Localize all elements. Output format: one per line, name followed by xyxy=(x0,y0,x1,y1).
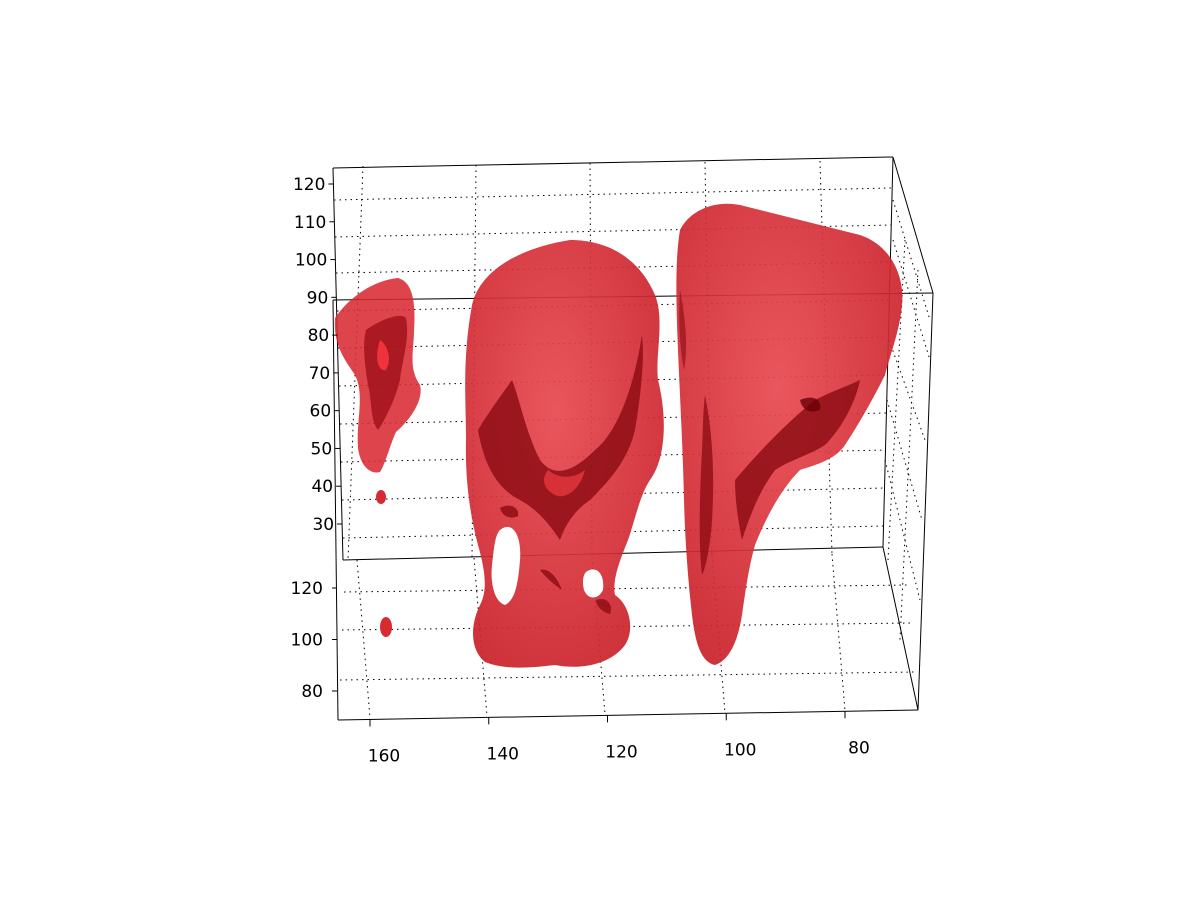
x-tick-label: 100 xyxy=(724,740,756,760)
z-axis: 30 40 50 60 70 80 90 100 110 120 xyxy=(293,175,343,535)
surface-blob-middle xyxy=(465,240,664,668)
z-tick-label: 30 xyxy=(312,515,334,535)
z-tick-label: 110 xyxy=(294,213,326,233)
x-tick-label: 160 xyxy=(368,746,400,766)
x-tick-label: 140 xyxy=(487,744,519,764)
y-tick-label: 120 xyxy=(291,579,323,599)
surface-blob-left xyxy=(334,278,421,637)
z-tick-label: 90 xyxy=(307,288,329,308)
z-tick-label: 60 xyxy=(310,402,332,422)
y-tick-label: 80 xyxy=(301,682,323,702)
z-tick-label: 50 xyxy=(311,439,333,459)
surface-blob-right xyxy=(676,203,903,665)
y-axis: 80 100 120 xyxy=(291,579,337,702)
z-tick-label: 40 xyxy=(311,477,333,497)
z-tick-label: 70 xyxy=(309,364,331,384)
z-tick-label: 100 xyxy=(295,251,327,271)
x-tick-label: 120 xyxy=(605,742,637,762)
z-tick-label: 80 xyxy=(308,326,330,346)
z-tick-label: 120 xyxy=(293,175,325,195)
x-tick-label: 80 xyxy=(848,738,870,758)
y-tick-label: 100 xyxy=(291,631,323,651)
x-axis: 160 140 120 100 80 xyxy=(368,711,870,766)
